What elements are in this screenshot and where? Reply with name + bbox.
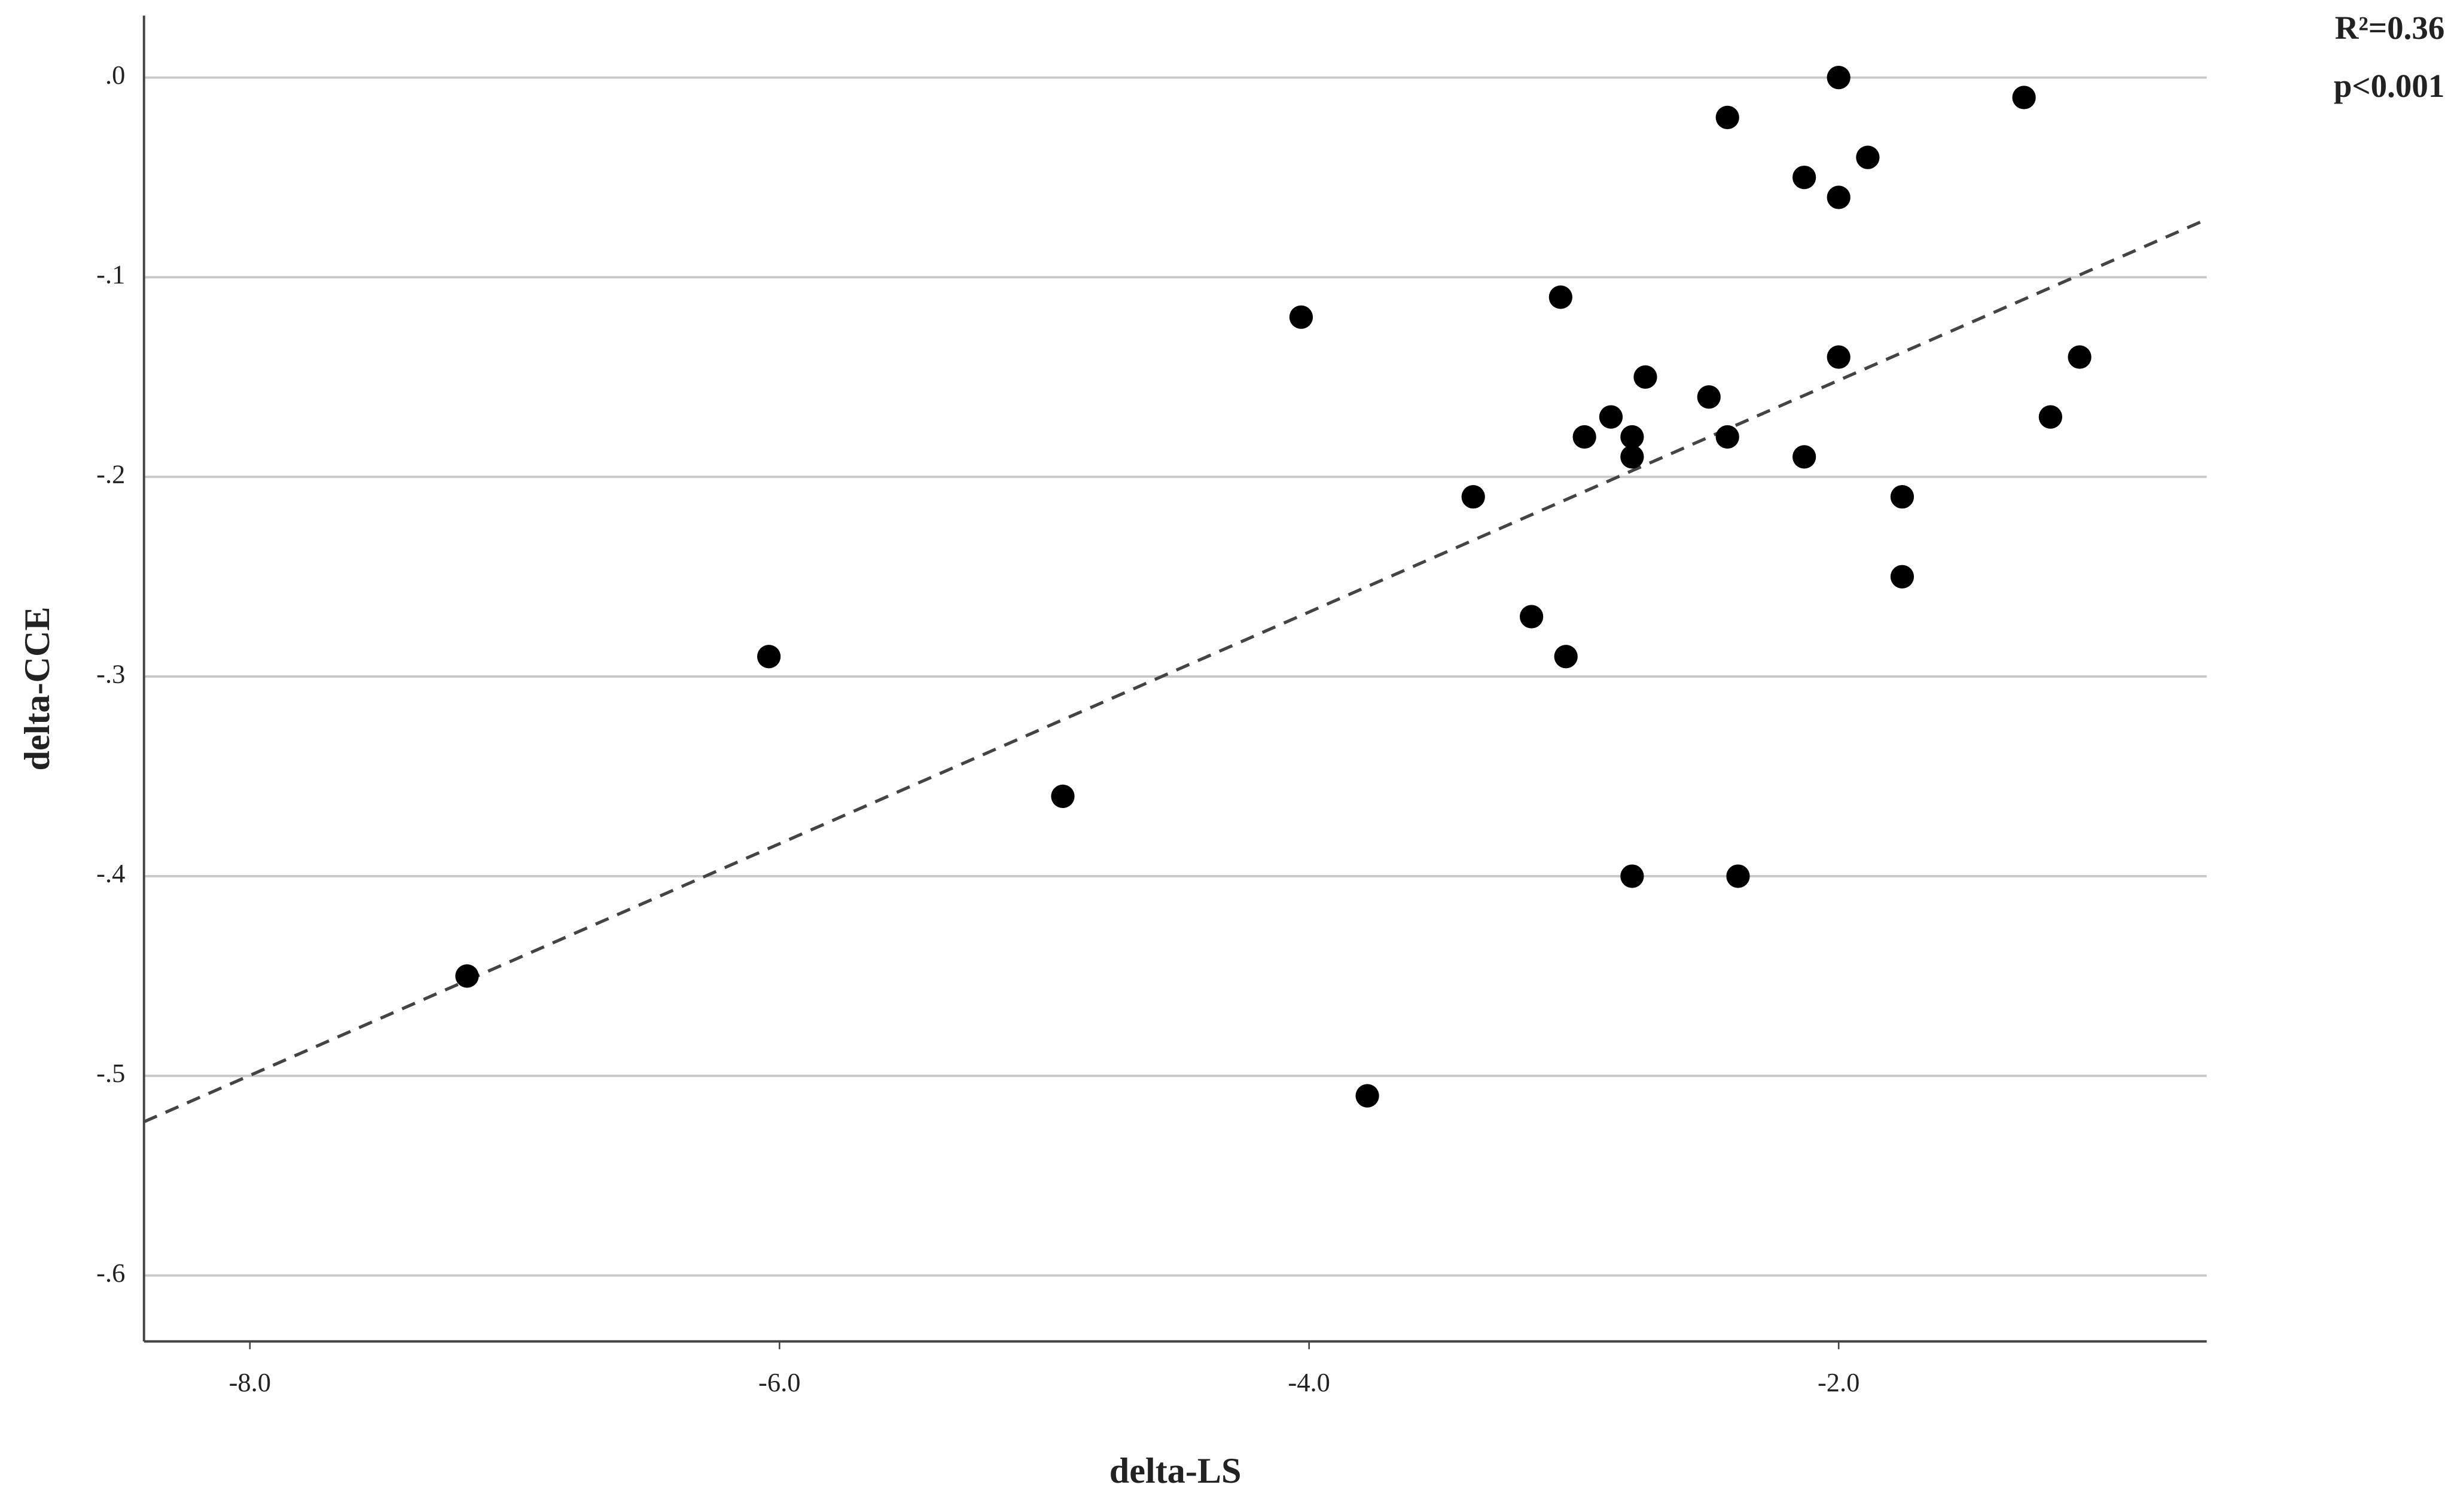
- point: [1599, 405, 1623, 429]
- y-tick-label: -.2: [96, 459, 125, 489]
- point: [1572, 425, 1596, 449]
- point: [2068, 345, 2092, 369]
- point: [1620, 425, 1644, 449]
- point: [1620, 445, 1644, 469]
- y-axis-title: delta-CCE: [17, 606, 57, 770]
- y-tick-label: -.3: [96, 659, 125, 688]
- point: [1633, 365, 1657, 389]
- y-tick-label: -.4: [96, 858, 125, 888]
- point: [1620, 864, 1644, 888]
- point: [1792, 165, 1816, 190]
- point: [1548, 285, 1572, 309]
- annotation: p<0.001: [2334, 68, 2444, 104]
- point: [1827, 345, 1851, 369]
- point: [2012, 86, 2036, 109]
- x-tick-label: -6.0: [758, 1367, 800, 1397]
- point: [1289, 305, 1313, 329]
- point: [1726, 864, 1750, 888]
- point: [1697, 385, 1721, 409]
- point: [1051, 784, 1075, 809]
- y-tick-label: .0: [105, 60, 125, 90]
- point: [2038, 405, 2062, 429]
- annotation: R²=0.36: [2335, 10, 2445, 46]
- point: [1792, 445, 1816, 469]
- point: [1827, 185, 1851, 209]
- x-tick-label: -4.0: [1288, 1367, 1330, 1397]
- x-axis-title: delta-LS: [1109, 1451, 1242, 1491]
- point: [757, 645, 781, 669]
- point: [1827, 66, 1851, 90]
- x-tick-label: -2.0: [1818, 1367, 1859, 1397]
- point: [1461, 485, 1485, 509]
- point: [455, 964, 479, 988]
- point: [1554, 645, 1578, 669]
- trend-line: [143, 218, 2208, 1123]
- point: [1715, 425, 1739, 449]
- point: [1355, 1084, 1379, 1108]
- y-tick-label: -.5: [96, 1058, 125, 1088]
- point: [1715, 105, 1739, 130]
- x-tick-label: -8.0: [229, 1367, 271, 1397]
- point: [1519, 605, 1544, 629]
- point: [1890, 485, 1915, 509]
- y-tick-label: -.1: [96, 260, 125, 289]
- point: [1856, 145, 1880, 169]
- y-tick-label: -.6: [96, 1258, 125, 1288]
- point: [1890, 565, 1915, 589]
